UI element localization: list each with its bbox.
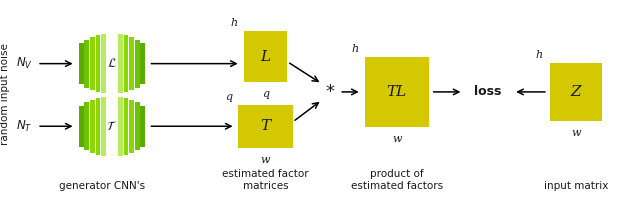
Bar [244, 31, 287, 82]
Bar [113, 98, 117, 154]
Bar [129, 100, 134, 153]
Bar [95, 98, 100, 155]
Text: L: L [260, 49, 271, 64]
Bar [95, 35, 100, 92]
Text: loss: loss [474, 85, 501, 98]
Bar [135, 40, 140, 88]
Text: w: w [392, 134, 401, 144]
Text: q: q [262, 89, 269, 99]
Text: h: h [536, 49, 543, 60]
Bar [101, 34, 106, 93]
Text: q: q [225, 92, 232, 101]
Text: $\mathcal{L}$: $\mathcal{L}$ [107, 57, 117, 70]
Bar [118, 97, 123, 156]
Text: w: w [572, 128, 580, 138]
Bar [107, 98, 111, 154]
Bar [79, 43, 84, 84]
Bar [140, 43, 145, 84]
Text: h: h [351, 44, 358, 54]
Text: $N_T$: $N_T$ [16, 119, 33, 134]
Bar [135, 102, 140, 150]
Bar [113, 36, 117, 92]
Bar [140, 106, 145, 147]
Bar [124, 98, 129, 155]
Text: input matrix: input matrix [544, 181, 608, 191]
Text: $N_V$: $N_V$ [16, 56, 33, 71]
Bar [118, 34, 123, 93]
Bar [101, 97, 106, 156]
Text: *: * [325, 83, 334, 101]
Bar [90, 100, 95, 153]
Text: generator CNN's: generator CNN's [60, 181, 145, 191]
Bar [365, 57, 429, 127]
Bar [79, 106, 84, 147]
Bar [107, 36, 111, 92]
Bar [124, 35, 129, 92]
Text: h: h [230, 18, 237, 28]
Bar [90, 37, 95, 90]
Bar [129, 37, 134, 90]
Text: estimated factor
matrices: estimated factor matrices [222, 169, 309, 191]
Bar [550, 63, 602, 121]
Text: w: w [261, 155, 270, 165]
Text: random input noise: random input noise [0, 43, 10, 145]
Text: TL: TL [387, 85, 407, 99]
Bar [84, 102, 89, 150]
Bar [84, 40, 89, 88]
Text: Z: Z [571, 85, 581, 99]
Text: product of
estimated factors: product of estimated factors [351, 169, 443, 191]
Bar [239, 105, 293, 148]
Text: $\mathcal{T}$: $\mathcal{T}$ [106, 120, 118, 133]
Text: T: T [260, 119, 271, 133]
